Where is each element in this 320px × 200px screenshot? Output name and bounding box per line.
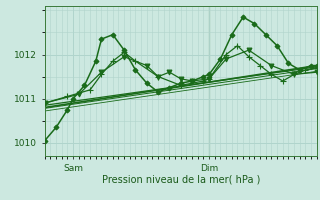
X-axis label: Pression niveau de la mer( hPa ): Pression niveau de la mer( hPa ) bbox=[102, 174, 260, 184]
